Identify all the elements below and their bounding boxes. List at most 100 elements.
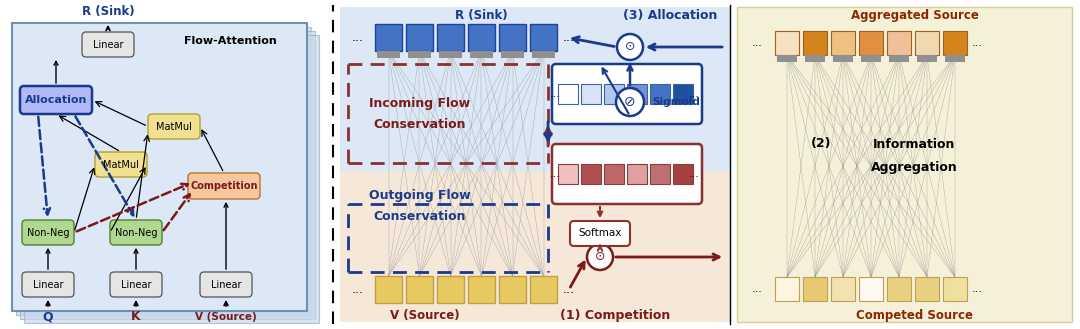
Bar — [437, 24, 464, 51]
Bar — [558, 164, 578, 184]
Text: ...: ... — [563, 31, 575, 44]
Text: V (Source): V (Source) — [195, 312, 257, 322]
Bar — [24, 35, 319, 323]
Text: ...: ... — [752, 38, 762, 48]
Bar — [468, 276, 495, 303]
Bar — [859, 31, 883, 55]
Text: ...: ... — [752, 284, 762, 294]
Text: ...: ... — [563, 283, 575, 296]
Text: Linear: Linear — [121, 280, 151, 290]
Bar — [16, 27, 311, 315]
Text: MatMul: MatMul — [103, 160, 139, 169]
FancyBboxPatch shape — [22, 272, 75, 297]
FancyBboxPatch shape — [21, 86, 92, 114]
Text: Q: Q — [43, 311, 53, 323]
Bar — [859, 277, 883, 301]
Text: V (Source): V (Source) — [390, 310, 460, 322]
Bar — [532, 51, 555, 58]
Text: ...: ... — [550, 169, 561, 179]
Bar — [917, 55, 937, 62]
Bar — [340, 171, 730, 322]
Text: Competed Source: Competed Source — [856, 310, 973, 322]
Bar — [775, 31, 799, 55]
FancyBboxPatch shape — [200, 272, 252, 297]
Text: Softmax: Softmax — [578, 229, 622, 239]
FancyBboxPatch shape — [22, 220, 75, 245]
Bar — [438, 51, 462, 58]
Text: Flow-Attention: Flow-Attention — [184, 36, 276, 46]
Bar — [887, 31, 912, 55]
Bar — [915, 31, 939, 55]
FancyBboxPatch shape — [82, 32, 134, 57]
Text: ...: ... — [550, 89, 561, 99]
Text: Non-Neg: Non-Neg — [27, 227, 69, 238]
Text: ...: ... — [972, 38, 983, 48]
Text: Aggregated Source: Aggregated Source — [851, 9, 978, 21]
Bar — [861, 55, 881, 62]
Circle shape — [616, 88, 644, 116]
Circle shape — [617, 34, 643, 60]
Bar — [650, 84, 670, 104]
Text: ⊙: ⊙ — [624, 40, 635, 54]
Bar — [501, 51, 524, 58]
Text: ...: ... — [689, 169, 700, 179]
Text: Incoming Flow: Incoming Flow — [369, 97, 471, 111]
Text: Non-Neg: Non-Neg — [114, 227, 158, 238]
Bar — [470, 51, 492, 58]
Text: Linear: Linear — [93, 39, 123, 49]
Text: Competition: Competition — [190, 181, 258, 191]
Bar — [558, 84, 578, 104]
FancyBboxPatch shape — [552, 64, 702, 124]
Text: Information: Information — [874, 138, 956, 150]
Bar — [627, 84, 647, 104]
FancyBboxPatch shape — [148, 114, 200, 139]
Bar — [889, 55, 909, 62]
Text: K: K — [131, 311, 140, 323]
Text: ...: ... — [972, 284, 983, 294]
Bar — [604, 164, 624, 184]
Bar — [804, 277, 827, 301]
Bar — [375, 24, 402, 51]
Text: Outgoing Flow: Outgoing Flow — [369, 189, 471, 201]
Text: Linear: Linear — [211, 280, 241, 290]
Bar — [499, 276, 526, 303]
Bar — [604, 84, 624, 104]
Bar — [468, 24, 495, 51]
Bar — [377, 51, 400, 58]
Bar — [777, 55, 797, 62]
Bar — [943, 277, 967, 301]
Bar — [627, 164, 647, 184]
Circle shape — [588, 244, 613, 270]
Bar — [673, 164, 693, 184]
FancyBboxPatch shape — [188, 173, 260, 199]
Bar — [831, 277, 855, 301]
Text: Conservation: Conservation — [374, 210, 467, 222]
Bar — [408, 51, 431, 58]
FancyBboxPatch shape — [552, 144, 702, 204]
Bar — [945, 55, 966, 62]
Bar — [12, 23, 307, 311]
Bar — [530, 276, 557, 303]
Text: ⊘: ⊘ — [624, 95, 636, 109]
Bar — [437, 276, 464, 303]
Bar — [831, 31, 855, 55]
Bar — [406, 276, 433, 303]
Bar — [805, 55, 825, 62]
Bar — [804, 31, 827, 55]
Bar — [650, 164, 670, 184]
Bar — [375, 276, 402, 303]
Bar — [737, 7, 1072, 322]
Text: Conservation: Conservation — [374, 118, 467, 132]
FancyBboxPatch shape — [570, 221, 630, 246]
Text: (3) Allocation: (3) Allocation — [623, 10, 717, 22]
Text: ...: ... — [352, 283, 364, 296]
Bar — [499, 24, 526, 51]
Bar — [915, 277, 939, 301]
Bar — [406, 24, 433, 51]
Text: R (Sink): R (Sink) — [455, 10, 508, 22]
FancyBboxPatch shape — [110, 220, 162, 245]
Bar — [530, 24, 557, 51]
Bar — [887, 277, 912, 301]
Text: Aggregation: Aggregation — [872, 161, 958, 173]
Bar — [340, 7, 730, 171]
